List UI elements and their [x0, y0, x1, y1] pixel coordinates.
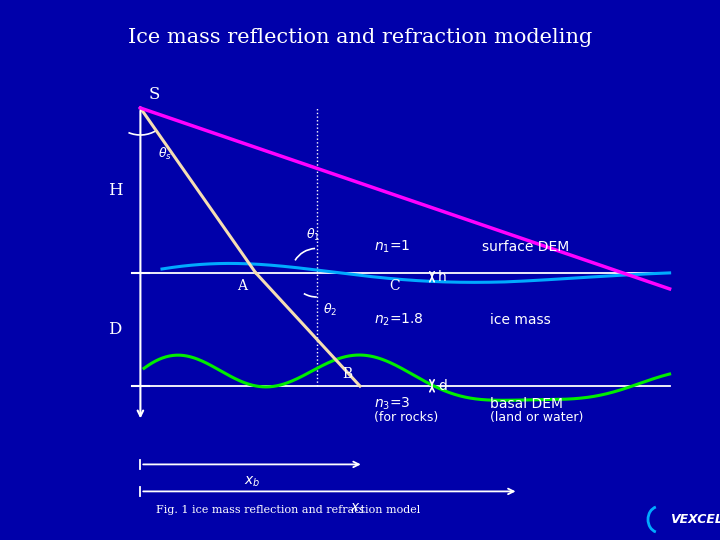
Text: (for rocks): (for rocks): [374, 411, 438, 424]
Text: basal DEM: basal DEM: [490, 397, 562, 411]
Text: $\theta_s$: $\theta_s$: [158, 146, 172, 162]
Text: h: h: [438, 270, 446, 284]
Text: C: C: [389, 279, 400, 293]
Text: Fig. 1 ice mass reflection and refraction model: Fig. 1 ice mass reflection and refractio…: [156, 505, 420, 515]
Text: $\theta_2$: $\theta_2$: [323, 302, 337, 319]
Text: Ice mass reflection and refraction modeling: Ice mass reflection and refraction model…: [128, 28, 592, 48]
Text: d: d: [438, 379, 446, 393]
Text: surface DEM: surface DEM: [482, 240, 570, 254]
Text: $n_1$=1: $n_1$=1: [374, 239, 411, 255]
Text: $n_2$=1.8: $n_2$=1.8: [374, 312, 424, 328]
Text: B: B: [343, 367, 353, 381]
Text: (land or water): (land or water): [490, 411, 583, 424]
Text: $n_3$=3: $n_3$=3: [374, 396, 411, 412]
Text: ice mass: ice mass: [490, 313, 550, 327]
Text: D: D: [109, 321, 122, 338]
Text: VEXCEL: VEXCEL: [670, 513, 720, 526]
Text: $x_b$: $x_b$: [244, 474, 260, 489]
Text: $x_s$: $x_s$: [351, 501, 366, 516]
Text: $\theta_1$: $\theta_1$: [306, 227, 320, 243]
Text: A: A: [237, 279, 247, 293]
Text: S: S: [149, 86, 161, 103]
Text: H: H: [108, 182, 122, 199]
